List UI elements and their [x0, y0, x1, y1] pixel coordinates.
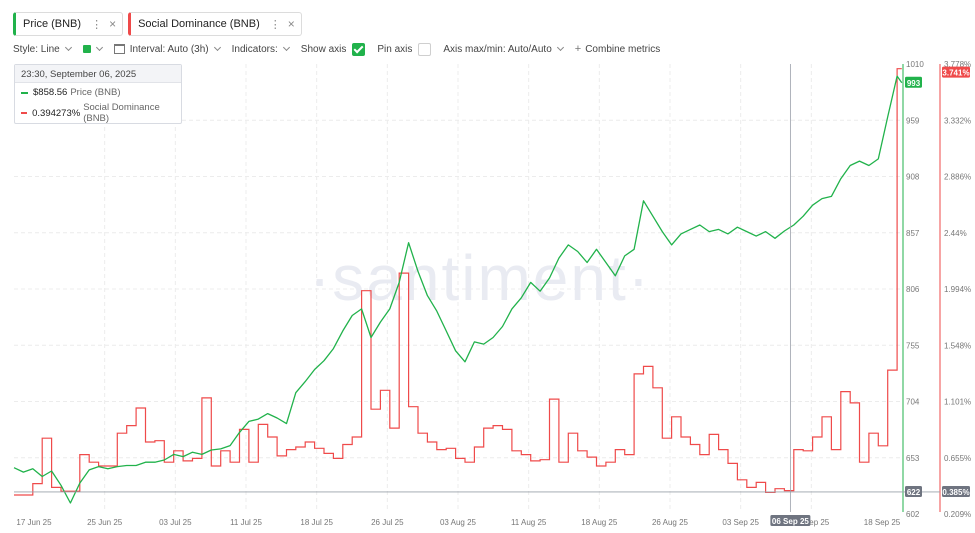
tooltip-series-name: Social Dominance (BNB) — [83, 102, 160, 124]
kebab-menu-icon[interactable]: ⋮ — [91, 18, 102, 31]
x-tick-label: 17 Jun 25 — [16, 518, 52, 527]
y-tick-label-price: 1010 — [906, 60, 924, 69]
x-tick-label: 18 Aug 25 — [581, 518, 618, 527]
y-tick-label-price: 704 — [906, 398, 920, 407]
x-tick-label: 03 Aug 25 — [440, 518, 477, 527]
series-line-price — [13, 75, 903, 504]
metric-tab-price-label: Price (BNB) — [23, 18, 82, 30]
current-social-dominance-badge: 3.741% — [942, 69, 969, 78]
show-axis-toggle[interactable]: Show axis — [300, 42, 366, 56]
metric-tab-social-dominance-label: Social Dominance (BNB) — [138, 18, 260, 30]
y-tick-label-price: 959 — [906, 116, 920, 125]
x-tick-label: 11 Aug 25 — [511, 518, 547, 527]
chart-toolbar: Style: Line Interval: Auto (3h) Indicato… — [13, 41, 672, 57]
y-tick-label-social-dominance: 0.655% — [944, 454, 971, 463]
axis-maxmin-label: Axis max/min: Auto/Auto — [443, 43, 552, 55]
hover-price-badge-bg — [905, 485, 922, 497]
hover-social-dominance-badge-bg — [942, 485, 970, 497]
y-tick-label-social-dominance: 2.886% — [944, 173, 971, 182]
y-tick-label-social-dominance: 3.778% — [944, 60, 971, 69]
y-tick-label-price: 755 — [906, 341, 920, 350]
color-swatch-icon — [82, 45, 91, 53]
y-tick-label-price: 908 — [906, 173, 920, 182]
x-tick-label: 18 Sep 25 — [864, 518, 901, 527]
y-tick-label-social-dominance: 3.332% — [944, 116, 971, 125]
chart-series — [13, 68, 903, 504]
current-price-badge-bg — [905, 76, 922, 88]
color-picker[interactable] — [82, 43, 103, 53]
close-icon[interactable]: × — [109, 17, 117, 31]
y-tick-label-social-dominance: 1.548% — [944, 341, 971, 350]
x-tick-label: 26 Aug 25 — [652, 518, 689, 527]
hover-social-dominance-badge: 0.385% — [942, 488, 969, 497]
indicators-dropdown[interactable]: Indicators: — [231, 43, 290, 55]
metric-tab-social-dominance[interactable]: Social Dominance (BNB) ⋮ × — [128, 12, 302, 36]
x-tick-label: 11 Jul 25 — [230, 518, 262, 527]
show-axis-label: Show axis — [300, 43, 347, 55]
y-tick-label-price: 857 — [906, 229, 920, 238]
x-tick-label: 25 Jun 25 — [87, 518, 123, 527]
metric-tabs: Price (BNB) ⋮ × Social Dominance (BNB) ⋮… — [13, 12, 302, 36]
x-tick-label: 03 Jul 25 — [159, 518, 192, 527]
y-tick-label-social-dominance: 0.209% — [944, 510, 971, 519]
calendar-icon — [113, 44, 125, 54]
x-tick-label: 26 Jul 25 — [371, 518, 404, 527]
close-icon[interactable]: × — [287, 17, 295, 31]
axis-maxmin-dropdown[interactable]: Axis max/min: Auto/Auto — [443, 43, 564, 55]
kebab-menu-icon[interactable]: ⋮ — [269, 18, 281, 31]
plus-icon: + — [574, 43, 582, 55]
hover-date-badge-bg — [770, 515, 811, 526]
hover-price-badge: 622 — [907, 488, 921, 497]
chart-axes: 1010 3.778% 959 3.332% 908 2.886% 857 2.44% 806 1… — [16, 60, 971, 527]
y-tick-label-social-dominance: 2.44% — [944, 229, 967, 238]
series-marker-icon — [21, 91, 28, 94]
checkbox-checked-icon[interactable] — [352, 42, 366, 56]
x-tick-label: 03 Sep 25 — [722, 518, 759, 527]
hover-date-badge: 06 Sep 25 — [772, 517, 809, 526]
combine-metrics-label: Combine metrics — [585, 43, 661, 55]
tooltip-row-price: $858.56 Price (BNB) — [15, 87, 181, 98]
y-tick-label-price: 806 — [906, 285, 920, 294]
interval-dropdown[interactable]: Interval: Auto (3h) — [113, 43, 221, 55]
checkbox-unchecked-icon[interactable] — [418, 42, 432, 56]
y-tick-label-social-dominance: 1.994% — [944, 285, 971, 294]
interval-dropdown-label: Interval: Auto (3h) — [129, 43, 209, 55]
style-dropdown-label: Style: Line — [13, 43, 60, 55]
tooltip-value: 0.394273% — [32, 107, 81, 119]
tooltip-date: 23:30, September 06, 2025 — [15, 65, 181, 83]
series-line-social-dominance — [14, 68, 902, 496]
pin-axis-toggle[interactable]: Pin axis — [377, 42, 432, 56]
chart-crosshair: 993 3.741% 622 0.385% 06 Sep 25 — [14, 64, 970, 526]
chart-tooltip: 23:30, September 06, 2025 $858.56 Price … — [14, 64, 182, 124]
y-tick-label-social-dominance: 1.101% — [944, 398, 971, 407]
combine-metrics-button[interactable]: + Combine metrics — [575, 43, 660, 55]
style-dropdown[interactable]: Style: Line — [13, 43, 72, 55]
current-social-dominance-badge-bg — [942, 66, 970, 78]
pin-axis-label: Pin axis — [377, 43, 413, 55]
series-marker-icon — [21, 112, 28, 114]
x-tick-label: 18 Jul 25 — [300, 518, 333, 527]
tooltip-series-name: Price (BNB) — [70, 87, 121, 98]
current-price-badge: 993 — [907, 79, 921, 88]
x-tick-label: 11 Sep 25 — [793, 518, 829, 527]
tooltip-row-social-dominance: 0.394273% Social Dominance (BNB) — [15, 102, 181, 124]
chart-grid — [14, 64, 903, 512]
tooltip-value: $858.56 — [33, 87, 68, 98]
indicators-label: Indicators: — [231, 43, 278, 55]
y-tick-label-price: 653 — [906, 454, 920, 463]
y-tick-label-price: 602 — [906, 510, 920, 519]
metric-tab-price[interactable]: Price (BNB) ⋮ × — [13, 12, 124, 36]
